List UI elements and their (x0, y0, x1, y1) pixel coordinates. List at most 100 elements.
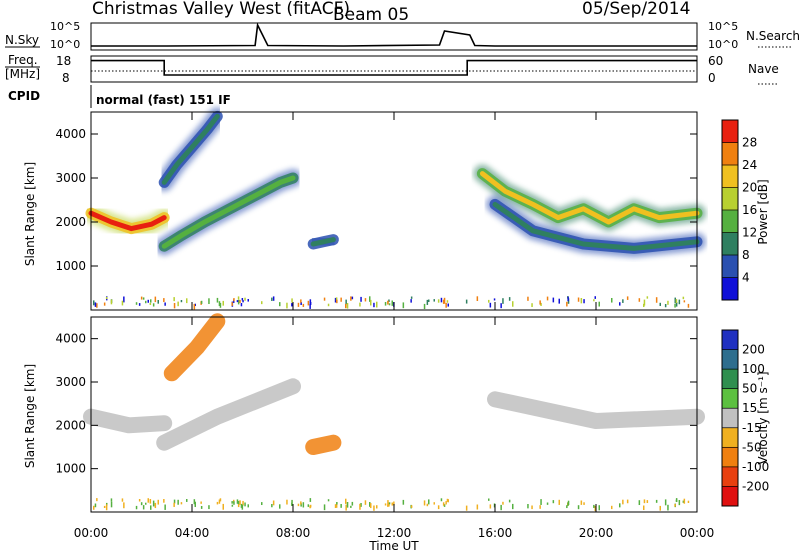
power-clutter (94, 302, 97, 307)
velocity-clutter (646, 500, 649, 503)
velocity-clutter (583, 502, 585, 505)
velocity-clutter (527, 504, 529, 509)
power-colorbar: 4 8 12 16 20 24 28 (721, 119, 757, 301)
power-clutter (577, 297, 580, 302)
power-band-core-4 (479, 171, 700, 225)
velocity-clutter (678, 500, 681, 506)
velocity-clutter (442, 502, 445, 506)
power-clutter (271, 297, 273, 301)
y-tick-label: 3000 (55, 171, 86, 185)
power-clutter (489, 302, 492, 308)
velocity-clutter (622, 499, 624, 505)
velocity-clutter (364, 500, 367, 505)
velocity-clutter (222, 503, 224, 510)
power-colorbar-swatch (722, 120, 738, 143)
power-clutter (147, 299, 149, 303)
power-clutter (152, 303, 155, 307)
power-clutter (218, 301, 221, 307)
power-clutter (336, 299, 338, 304)
freq-tick-right-top: 60 (708, 54, 723, 68)
velocity-clutter (580, 500, 583, 505)
velocity-colorbar-tick-label: -50 (742, 440, 762, 454)
velocity-clutter (393, 501, 395, 506)
power-clutter (594, 296, 596, 299)
velocity-clutter (309, 498, 312, 502)
power-colorbar-tick-label: 12 (742, 226, 757, 240)
nsky-line (91, 22, 697, 47)
power-clutter (402, 302, 405, 309)
velocity-clutter (149, 499, 152, 504)
x-axis-label: Time UT (368, 539, 419, 553)
power-clutter (272, 296, 275, 301)
power-colorbar-swatch (722, 210, 738, 233)
velocity-clutter (687, 500, 690, 503)
power-clutter (567, 296, 569, 302)
power-clutter (261, 301, 263, 305)
velocity-clutter (626, 499, 629, 504)
power-clutter (539, 300, 541, 305)
velocity-clutter (240, 503, 243, 508)
power-clutter (440, 297, 443, 303)
power-clutter (546, 296, 549, 301)
power-clutter (442, 299, 445, 304)
power-clutter (110, 299, 113, 305)
power-clutter (364, 298, 367, 302)
freq-series (91, 59, 697, 76)
power-clutter (638, 298, 641, 302)
power-clutter (626, 296, 629, 300)
velocity-clutter (94, 503, 97, 508)
velocity-clutter (369, 502, 371, 507)
power-clutter (291, 298, 293, 303)
velocity-clutter (558, 499, 560, 505)
freq-unit: [MHz] (5, 67, 40, 81)
velocity-clutter (674, 504, 676, 507)
velocity-clutter (428, 499, 430, 505)
velocity-clutter (508, 499, 511, 503)
power-colorbar-swatch (722, 142, 738, 166)
power-clutter (360, 296, 362, 302)
power-clutter (309, 299, 312, 304)
velocity-clutter (291, 499, 293, 504)
noise-tick-left-top: 10^5 (50, 20, 80, 33)
velocity-clutter (302, 502, 305, 508)
velocity-colorbar-frame (721, 329, 739, 507)
freq-line (91, 59, 697, 76)
power-clutter (237, 296, 240, 300)
velocity-colorbar-tick-label: 100 (742, 362, 765, 376)
velocity-clutter (154, 502, 157, 509)
power-clutter (678, 299, 681, 305)
power-band-core-0 (88, 210, 167, 232)
velocity-colorbar-swatch (722, 388, 738, 409)
velocity-clutter (237, 500, 240, 505)
power-clutter (244, 297, 246, 301)
power-clutter (297, 302, 300, 307)
velocity-clutter (667, 504, 669, 511)
power-clutter (643, 299, 646, 306)
power-clutter (157, 300, 159, 304)
power-clutter (667, 300, 669, 305)
power-clutter (105, 296, 108, 300)
velocity-band-4 (487, 391, 705, 429)
power-clutter (437, 299, 440, 303)
velocity-colorbar-tick-label: 200 (742, 343, 765, 357)
velocity-clutter (261, 502, 263, 506)
velocity-clutter (566, 505, 568, 509)
power-ylabel: Slant Range [km] (23, 162, 37, 266)
velocity-clutter (447, 499, 449, 503)
power-clutter (552, 297, 555, 303)
velocity-clutter (445, 501, 447, 505)
velocity-clutter (121, 498, 124, 502)
power-clutter (488, 299, 490, 303)
velocity-clutter (443, 504, 446, 507)
power-colorbar-label: Power [dB] (756, 179, 770, 244)
velocity-clutter (291, 502, 293, 506)
velocity-clutter (216, 501, 219, 505)
velocity-clutter (611, 505, 613, 510)
power-features (82, 107, 706, 310)
velocity-clutter (502, 501, 504, 505)
velocity-clutter (106, 502, 108, 506)
velocity-clutter (219, 498, 222, 502)
power-clutter (300, 302, 302, 305)
power-clutter (154, 296, 157, 303)
